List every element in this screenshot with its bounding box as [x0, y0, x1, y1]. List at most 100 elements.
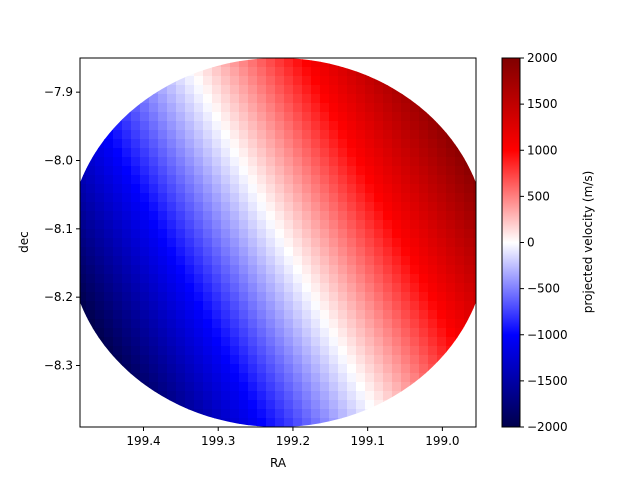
velocity-cell: [248, 400, 258, 410]
velocity-cell: [455, 103, 465, 113]
velocity-cell: [239, 112, 249, 122]
velocity-cell: [392, 364, 402, 374]
velocity-cell: [446, 67, 456, 77]
velocity-cell: [482, 202, 492, 212]
velocity-cell: [266, 400, 276, 410]
velocity-cell: [347, 121, 357, 131]
velocity-cell: [59, 265, 69, 275]
velocity-cell: [383, 337, 393, 347]
velocity-cell: [257, 58, 267, 68]
velocity-cell: [311, 121, 321, 131]
velocity-cell: [347, 256, 357, 266]
velocity-cell: [194, 301, 204, 311]
velocity-cell: [356, 103, 366, 113]
velocity-cell: [491, 166, 501, 176]
velocity-cell: [356, 175, 366, 185]
velocity-cell: [374, 382, 384, 392]
velocity-cell: [176, 346, 186, 356]
velocity-cell: [95, 103, 105, 113]
velocity-cell: [338, 130, 348, 140]
velocity-cell: [239, 238, 249, 248]
velocity-cell: [203, 202, 213, 212]
velocity-cell: [131, 193, 141, 203]
velocity-cell: [437, 58, 447, 59]
velocity-cell: [329, 238, 339, 248]
velocity-cell: [446, 76, 456, 86]
velocity-cell: [104, 76, 114, 86]
velocity-cell: [266, 67, 276, 77]
velocity-cell: [158, 148, 168, 158]
velocity-cell: [329, 85, 339, 95]
velocity-cell: [464, 346, 474, 356]
velocity-cell: [167, 157, 177, 167]
velocity-cell: [95, 310, 105, 320]
velocity-cell: [482, 112, 492, 122]
velocity-cell: [266, 337, 276, 347]
velocity-cell: [311, 427, 321, 437]
velocity-cell: [266, 418, 276, 427]
velocity-cell: [176, 229, 186, 239]
velocity-cell: [185, 265, 195, 275]
velocity-cell: [113, 364, 123, 374]
velocity-cell: [212, 346, 222, 356]
velocity-cell: [248, 247, 258, 257]
velocity-cell: [167, 319, 177, 329]
velocity-cell: [428, 58, 438, 59]
velocity-cell: [266, 247, 276, 257]
velocity-cell: [194, 373, 204, 383]
velocity-cell: [95, 346, 105, 356]
velocity-cell: [95, 67, 105, 77]
velocity-cell: [95, 418, 105, 427]
velocity-cell: [482, 166, 492, 176]
y-tick-label: −8.1: [44, 222, 73, 236]
velocity-cell: [86, 265, 96, 275]
velocity-cell: [203, 58, 213, 59]
velocity-cell: [80, 220, 87, 230]
velocity-cell: [356, 391, 366, 401]
velocity-cell: [80, 319, 87, 329]
velocity-cell: [482, 58, 492, 68]
velocity-cell: [311, 130, 321, 140]
velocity-cell: [482, 220, 492, 230]
velocity-cell: [185, 355, 195, 365]
velocity-cell: [410, 58, 420, 68]
x-tick-label: 199.2: [276, 434, 310, 448]
velocity-cell: [230, 220, 240, 230]
velocity-cell: [80, 94, 87, 104]
velocity-cell: [329, 310, 339, 320]
velocity-cell: [428, 85, 438, 95]
velocity-cell: [167, 67, 177, 77]
velocity-cell: [95, 274, 105, 284]
velocity-cell: [221, 130, 231, 140]
velocity-cell: [473, 283, 476, 293]
velocity-cell: [86, 409, 96, 419]
velocity-cell: [80, 265, 87, 275]
velocity-cell: [374, 175, 384, 185]
velocity-cell: [167, 364, 177, 374]
velocity-cell: [266, 301, 276, 311]
velocity-cell: [410, 220, 420, 230]
velocity-cell: [203, 238, 213, 248]
velocity-cell: [401, 76, 411, 86]
velocity-cell: [176, 67, 186, 77]
velocity-cell: [491, 49, 501, 59]
velocity-cell: [482, 148, 492, 158]
velocity-cell: [122, 418, 132, 427]
velocity-cell: [356, 310, 366, 320]
velocity-cell: [446, 130, 456, 140]
velocity-cell: [248, 121, 258, 131]
velocity-cell: [275, 67, 285, 77]
velocity-cell: [482, 355, 492, 365]
velocity-cell: [194, 112, 204, 122]
velocity-cell: [311, 238, 321, 248]
velocity-cell: [59, 346, 69, 356]
velocity-cell: [131, 67, 141, 77]
velocity-cell: [194, 265, 204, 275]
velocity-cell: [239, 283, 249, 293]
velocity-cell: [203, 67, 213, 77]
velocity-cell: [185, 364, 195, 374]
velocity-cell: [185, 94, 195, 104]
velocity-cell: [392, 202, 402, 212]
velocity-cell: [338, 409, 348, 419]
velocity-cell: [239, 382, 249, 392]
